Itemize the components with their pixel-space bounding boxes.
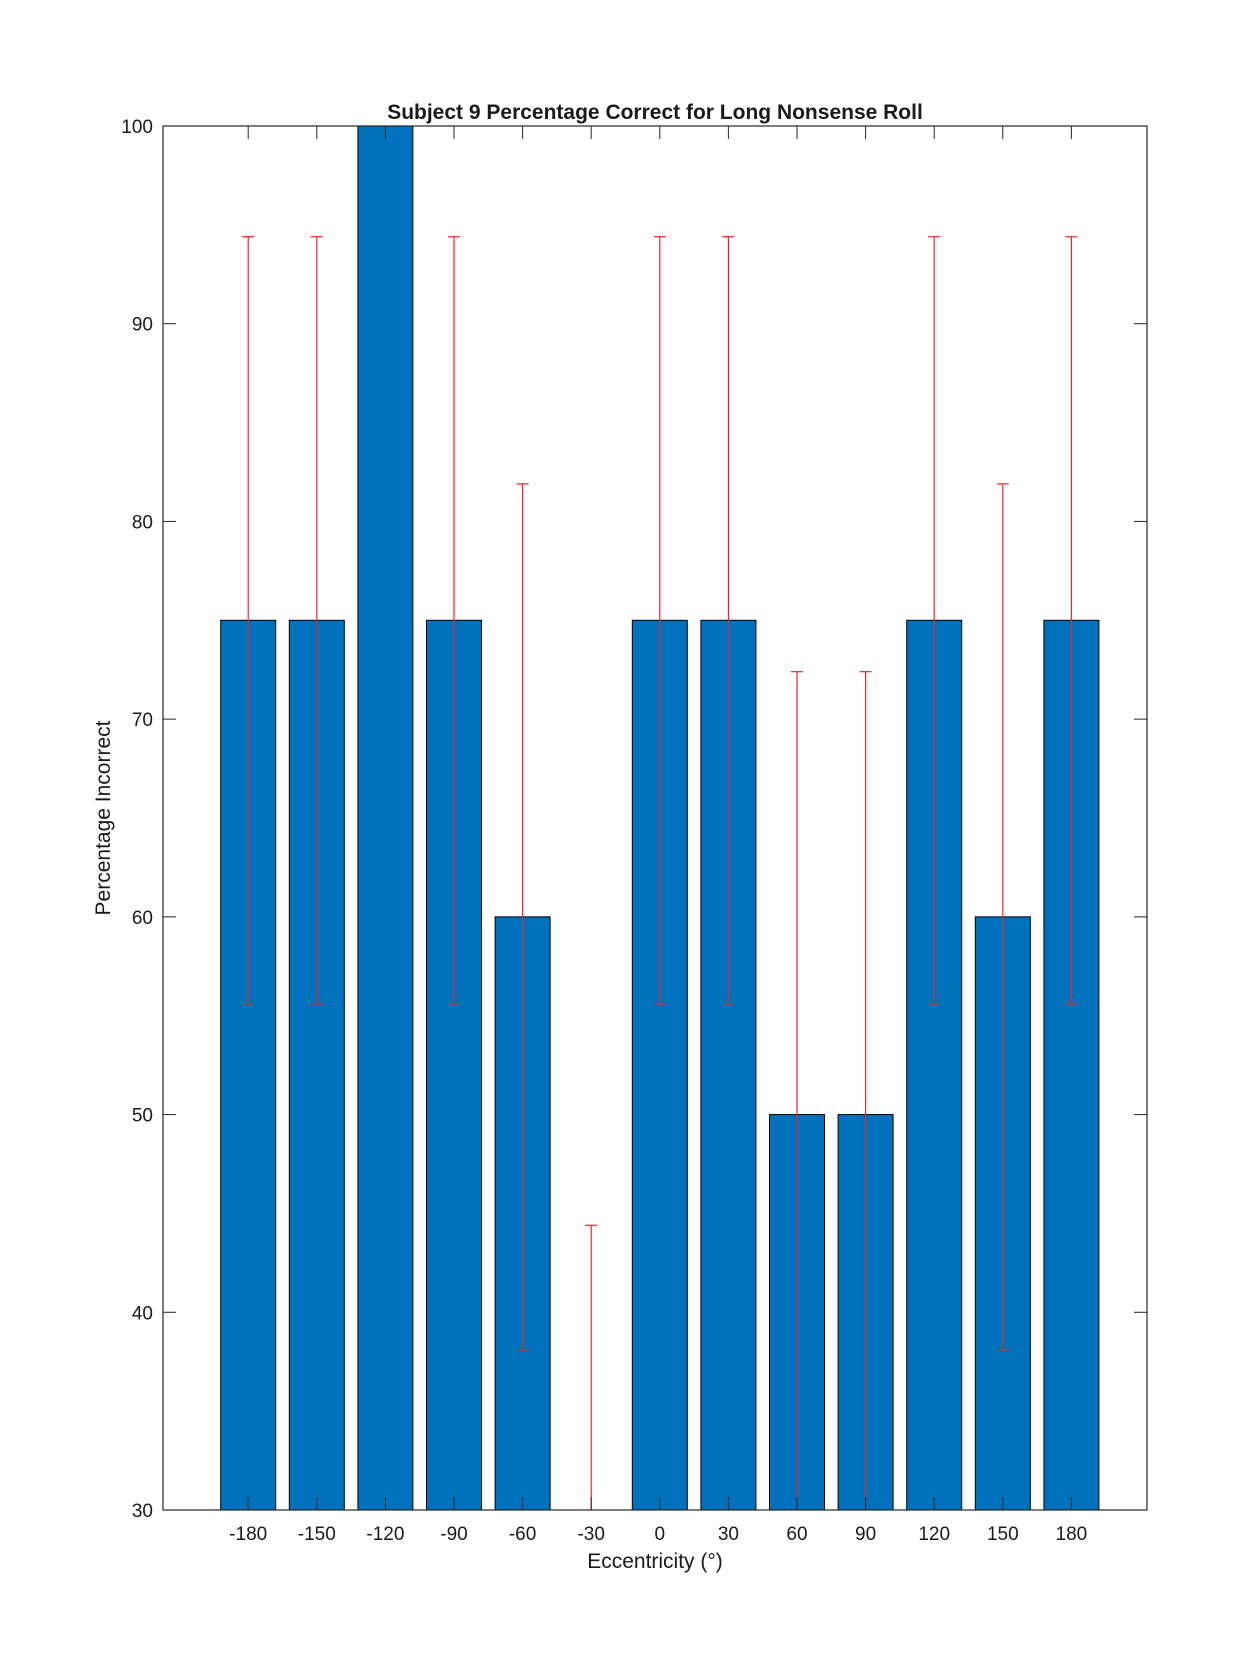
x-tick-label: 150 (987, 1524, 1019, 1545)
y-tick-label: 70 (132, 710, 153, 731)
error-bar-60 (791, 671, 803, 1510)
error-bar--30 (585, 1224, 598, 1510)
error-bar-120 (928, 236, 941, 1005)
error-bar-150 (996, 483, 1009, 1351)
chart-title: Subject 9 Percentage Correct for Long No… (387, 101, 923, 124)
y-tick-label: 50 (132, 1106, 153, 1127)
x-tick-label: 60 (786, 1524, 807, 1545)
error-bar-0 (653, 236, 666, 1005)
x-tick-label: 180 (1056, 1524, 1088, 1545)
error-bar--180 (242, 236, 255, 1005)
x-tick-label: -150 (298, 1524, 336, 1545)
x-tick-label: 90 (855, 1524, 876, 1545)
y-tick-label: 40 (132, 1303, 153, 1324)
ticks-group: -180 -150 -120 -90 -60 -30 0 30 60 90 120 150 180 30 4… (121, 117, 1147, 1545)
x-tick-label: -180 (229, 1524, 267, 1545)
error-bar-180 (1065, 236, 1078, 1005)
x-tick-label: -120 (366, 1524, 404, 1545)
axes-box (162, 125, 1148, 1511)
y-tick-label: 90 (132, 315, 153, 336)
error-bar-90 (859, 671, 872, 1510)
y-tick-label: 80 (132, 512, 153, 533)
error-bar--90 (448, 236, 460, 1005)
x-axis-label: Eccentricity (°) (587, 1550, 723, 1573)
x-tick-label: 0 (655, 1524, 666, 1545)
x-tick-label: -60 (509, 1524, 536, 1545)
error-bar-30 (722, 236, 735, 1005)
bar--120 (357, 125, 414, 1511)
error-bar--150 (310, 236, 323, 1005)
y-axis-label: Percentage Incorrect (92, 720, 115, 915)
x-tick-label: 30 (718, 1524, 739, 1545)
y-tick-label: 100 (121, 117, 153, 138)
x-tick-label: -90 (440, 1524, 467, 1545)
x-tick-label: -30 (577, 1524, 604, 1545)
x-tick-label: 120 (918, 1524, 950, 1545)
error-bar--60 (516, 483, 529, 1351)
y-tick-label: 30 (132, 1501, 153, 1522)
y-tick-label: 60 (132, 908, 153, 929)
error-bars-group (242, 236, 1078, 1510)
